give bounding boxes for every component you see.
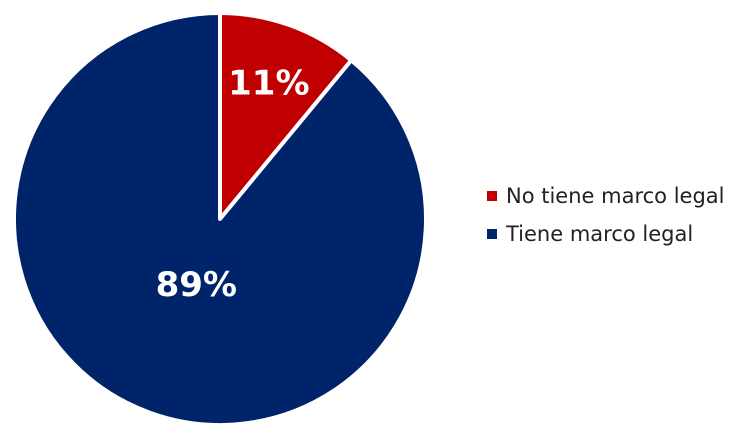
legend-label-tiene-marco-legal: Tiene marco legal [506,222,694,246]
data-label-no-tiene-marco-legal: 11% [228,63,309,103]
pie-slice-no-tiene-marco-legal [218,11,354,221]
legend-swatch-no-tiene-marco-legal [487,191,497,201]
legend-item-no-tiene-marco-legal: No tiene marco legal [487,180,745,212]
legend-swatch-tiene-marco-legal [487,229,497,239]
data-label-tiene-marco-legal: 89% [156,265,237,305]
pie-slice-tiene-marco-legal [12,11,428,426]
legend-item-tiene-marco-legal: Tiene marco legal [487,218,745,250]
legend-label-no-tiene-marco-legal: No tiene marco legal [506,184,725,208]
chart-legend: No tiene marco legal Tiene marco legal [487,180,745,256]
